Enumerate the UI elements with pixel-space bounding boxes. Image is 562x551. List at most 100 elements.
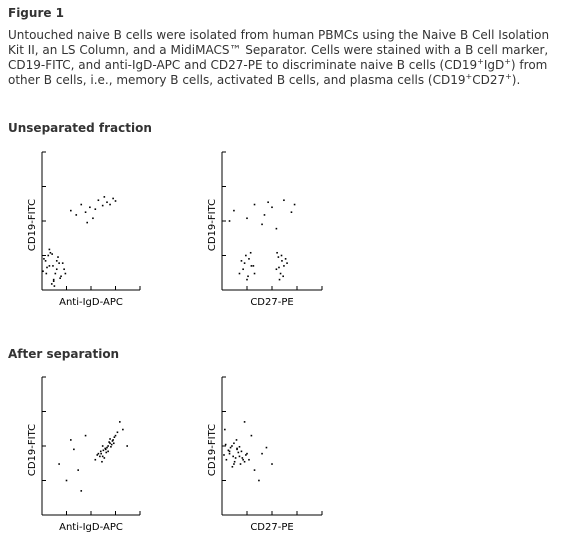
dot: [280, 254, 283, 257]
dot: [110, 443, 113, 446]
dot: [242, 458, 244, 461]
dot: [47, 254, 50, 257]
dot: [107, 450, 109, 453]
dot: [228, 450, 231, 453]
dot: [110, 445, 112, 448]
plot: CD27-PE CD19-FITC: [207, 151, 323, 308]
dot: [99, 450, 102, 453]
dot: [84, 211, 87, 213]
dot: [278, 278, 281, 281]
dot: [237, 451, 240, 454]
dot: [49, 251, 52, 254]
dot: [224, 443, 227, 446]
caption-text: ).: [511, 73, 521, 87]
dot: [105, 451, 108, 454]
dot: [281, 260, 283, 262]
caption-text: IgD: [483, 58, 505, 72]
dot: [101, 445, 104, 447]
dot: [59, 277, 61, 279]
dot: [235, 439, 238, 441]
dot: [103, 196, 106, 198]
figure-title: Figure 1: [8, 6, 65, 20]
dot: [231, 445, 233, 447]
dot: [77, 469, 79, 471]
dot: [101, 460, 103, 463]
section-title: After separation: [8, 347, 120, 361]
dot: [246, 452, 248, 455]
dot: [107, 445, 109, 447]
dot: [250, 265, 253, 267]
caption-text: ) from other B cells, i.e., memory B cel…: [8, 58, 548, 87]
dot: [80, 490, 83, 492]
dot: [282, 275, 284, 278]
caption-sup: +: [477, 57, 484, 66]
dot: [275, 227, 278, 230]
dot: [108, 441, 110, 443]
dot: [112, 442, 115, 445]
dot: [109, 438, 111, 440]
dot: [238, 445, 241, 448]
dot: [112, 439, 114, 441]
dot: [58, 463, 60, 465]
dot: [112, 197, 114, 200]
dot: [52, 265, 54, 267]
dot: [97, 199, 100, 202]
dot: [250, 434, 253, 437]
dot: [73, 448, 75, 451]
dot: [236, 448, 238, 451]
dot: [276, 251, 278, 254]
dot: [233, 442, 235, 445]
dot: [70, 439, 72, 441]
dot: [86, 221, 89, 224]
dot: [44, 260, 47, 262]
dot: [45, 272, 48, 275]
dot: [109, 442, 111, 445]
dot: [227, 449, 230, 452]
dot: [63, 268, 65, 271]
dot: [94, 458, 97, 461]
caption-sup: +: [465, 72, 473, 81]
plot: Anti-IgD-APC CD19-FITC: [27, 151, 141, 308]
dot: [228, 220, 231, 222]
plot: Anti-IgD-APC CD19-FITC: [27, 376, 141, 533]
x-axis-label: Anti-IgD-APC: [59, 297, 123, 308]
y-axis-label: CD19-FITC: [207, 199, 218, 251]
y-axis-label: CD19-FITC: [207, 424, 218, 476]
dot: [249, 251, 252, 254]
dot: [253, 203, 256, 206]
dot: [48, 248, 51, 251]
dot: [253, 469, 256, 471]
dot: [50, 283, 53, 285]
dot: [113, 436, 116, 438]
dot: [55, 260, 58, 262]
y-axis-label: CD19-FITC: [27, 199, 38, 251]
dot: [261, 223, 263, 226]
dot: [57, 256, 59, 258]
dot: [101, 204, 104, 207]
dot: [261, 452, 263, 455]
dot: [80, 203, 83, 206]
dot: [246, 217, 248, 220]
y-axis-label: CD19-FITC: [27, 424, 38, 476]
dot: [233, 209, 235, 212]
figure-caption: Untouched naive B cells were isolated fr…: [8, 28, 556, 88]
dot: [84, 434, 87, 437]
dot: [233, 463, 235, 465]
dot: [271, 206, 273, 209]
dot: [75, 214, 78, 216]
dot: [243, 262, 246, 264]
dot: [224, 428, 226, 431]
caption-sup: +: [505, 72, 512, 81]
dot: [122, 428, 124, 431]
plot: CD27-PE CD19-FITC: [207, 376, 323, 533]
dot: [116, 431, 119, 434]
x-axis-label: CD27-PE: [250, 522, 293, 533]
dot: [126, 445, 128, 447]
dot: [106, 201, 108, 204]
dot: [103, 457, 106, 459]
dot: [52, 280, 55, 282]
dot: [248, 258, 250, 260]
dot: [238, 272, 241, 275]
dot: [241, 457, 244, 459]
